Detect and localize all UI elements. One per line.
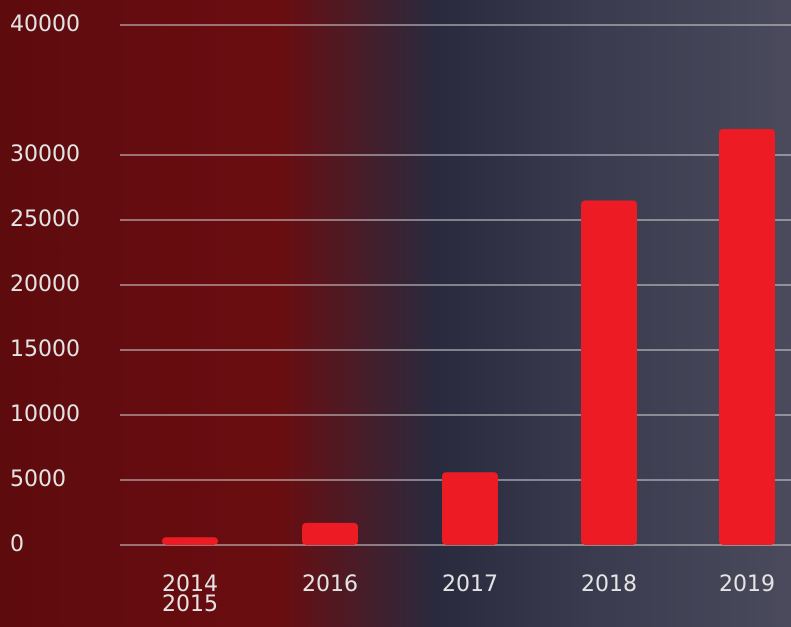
- y-tick-label: 30000: [10, 142, 80, 167]
- x-tick-label: 2016: [280, 575, 380, 595]
- y-tick-label: 20000: [10, 272, 80, 297]
- chart: 0 5000 10000 15000 20000 25000 30000 40000 2014…: [0, 0, 791, 627]
- bar: [719, 129, 775, 545]
- x-tick-label: 2014 2015: [140, 575, 240, 615]
- y-tick-label: 40000: [10, 12, 80, 37]
- y-tick-label: 0: [10, 532, 24, 557]
- x-tick-label: 2018: [559, 575, 659, 595]
- y-tick-label: 15000: [10, 337, 80, 362]
- y-tick-label: 5000: [10, 467, 66, 492]
- bar: [162, 537, 218, 545]
- x-tick-label: 2019: [697, 575, 791, 595]
- y-tick-label: 10000: [10, 402, 80, 427]
- bar: [302, 523, 358, 545]
- y-tick-label: 25000: [10, 207, 80, 232]
- x-tick-label: 2017: [420, 575, 520, 595]
- bar: [442, 472, 498, 545]
- plot: 0 5000 10000 15000 20000 25000 30000 40000: [0, 0, 791, 627]
- bar: [581, 201, 637, 546]
